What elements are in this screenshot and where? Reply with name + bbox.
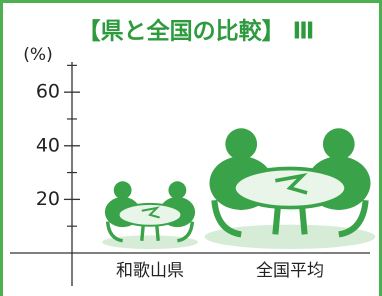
- head: [323, 128, 355, 160]
- y-tick-label: 20: [36, 188, 60, 210]
- x-tick-label: 全国平均: [256, 261, 324, 281]
- pictogram: [205, 128, 376, 249]
- y-tick-label: 40: [36, 134, 60, 156]
- pictogram: [102, 181, 198, 249]
- head: [114, 181, 132, 199]
- chart-title: 【県と全国の比較】 Ⅲ: [78, 18, 315, 45]
- y-tick-label: 60: [36, 81, 60, 103]
- chart: 【県と全国の比較】 Ⅲ (%) 20 40 60 和歌山県 全国平均: [0, 0, 382, 296]
- head: [225, 128, 257, 160]
- x-tick-label: 和歌山県: [116, 261, 184, 281]
- head: [168, 181, 186, 199]
- page: {"chart_data": {"type": "pictograph", "t…: [0, 0, 382, 296]
- y-axis-label: (%): [23, 45, 52, 65]
